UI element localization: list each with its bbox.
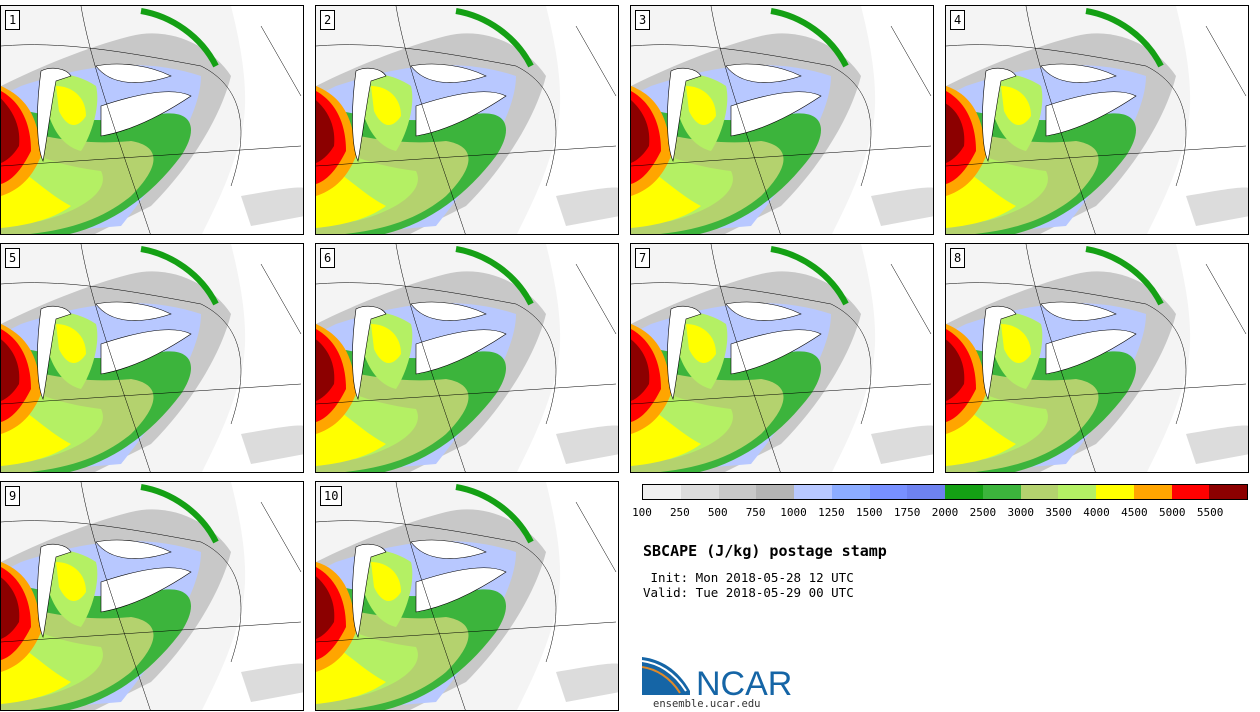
member-panel: 9 — [0, 481, 304, 711]
colorbar-swatch — [869, 485, 908, 499]
sbcape-map — [316, 244, 618, 472]
sbcape-map — [1, 6, 303, 234]
colorbar-tick-label: 3500 — [1045, 506, 1072, 519]
colorbar-tick-label: 3000 — [1007, 506, 1035, 519]
colorbar-tick-label: 1000 — [780, 506, 807, 519]
sbcape-map — [631, 244, 933, 472]
member-panel: 8 — [945, 243, 1249, 473]
member-number: 1 — [5, 10, 21, 30]
colorbar-swatch — [1133, 485, 1172, 499]
member-number: 9 — [5, 486, 21, 506]
member-number: 6 — [320, 248, 336, 268]
colorbar-swatch — [680, 485, 719, 499]
colorbar-swatch — [1020, 485, 1059, 499]
sbcape-map — [631, 6, 933, 234]
colorbar-swatch — [643, 485, 681, 499]
colorbar-swatch — [1171, 485, 1210, 499]
colorbar-tick-label: 500 — [707, 506, 728, 519]
member-panel: 6 — [315, 243, 619, 473]
colorbar-swatch — [831, 485, 870, 499]
colorbar-tick-label: 2500 — [969, 506, 997, 519]
init-time: Init: Mon 2018-05-28 12 UTC — [643, 570, 854, 585]
colorbar-swatch — [794, 485, 832, 499]
sbcape-map — [316, 482, 618, 710]
sbcape-map — [316, 6, 618, 234]
member-number: 8 — [950, 248, 966, 268]
valid-time: Valid: Tue 2018-05-29 00 UTC — [643, 585, 854, 600]
colorbar-swatch — [756, 485, 794, 499]
ncar-logo: NCAR — [642, 657, 792, 699]
member-number: 4 — [950, 10, 966, 30]
sbcape-colorbar — [642, 484, 1248, 500]
colorbar-tick-label: 1500 — [856, 506, 883, 519]
colorbar-tick-label: 750 — [745, 506, 766, 519]
colorbar-tick-label: 1250 — [818, 506, 845, 519]
colorbar-tick-label: 100 — [632, 506, 652, 519]
logo-url: ensemble.ucar.edu — [653, 698, 761, 710]
colorbar-tick-label: 4500 — [1121, 506, 1148, 519]
member-number: 3 — [635, 10, 651, 30]
sbcape-map — [946, 6, 1248, 234]
member-panel: 7 — [630, 243, 934, 473]
member-number: 5 — [5, 248, 21, 268]
colorbar-tick-label: 4000 — [1083, 506, 1110, 519]
colorbar-tick-label: 5500 — [1196, 506, 1224, 519]
sbcape-map — [946, 244, 1248, 472]
member-number: 7 — [635, 248, 651, 268]
colorbar-tick-label: 250 — [669, 506, 690, 519]
colorbar-swatch — [1058, 485, 1096, 499]
colorbar-swatch — [907, 485, 945, 499]
sbcape-map — [1, 482, 303, 710]
member-number: 2 — [320, 10, 336, 30]
member-number: 10 — [320, 486, 343, 506]
colorbar-tick-label: 1750 — [893, 506, 921, 519]
member-panel: 5 — [0, 243, 304, 473]
member-panel: 4 — [945, 5, 1249, 235]
colorbar-tick-label: 5000 — [1159, 506, 1186, 519]
colorbar-swatch — [945, 485, 983, 499]
member-panel: 10 — [315, 481, 619, 711]
colorbar-swatch — [1209, 485, 1247, 499]
sbcape-map — [1, 244, 303, 472]
member-panel: 2 — [315, 5, 619, 235]
logo-wordmark: NCAR — [696, 665, 792, 699]
member-panel: 3 — [630, 5, 934, 235]
colorbar-swatch — [1096, 485, 1134, 499]
colorbar-swatch — [718, 485, 757, 499]
colorbar-swatch — [982, 485, 1021, 499]
member-panel: 1 — [0, 5, 304, 235]
colorbar-tick-label: 2000 — [931, 506, 959, 519]
map-title: SBCAPE (J/kg) postage stamp — [643, 542, 887, 560]
